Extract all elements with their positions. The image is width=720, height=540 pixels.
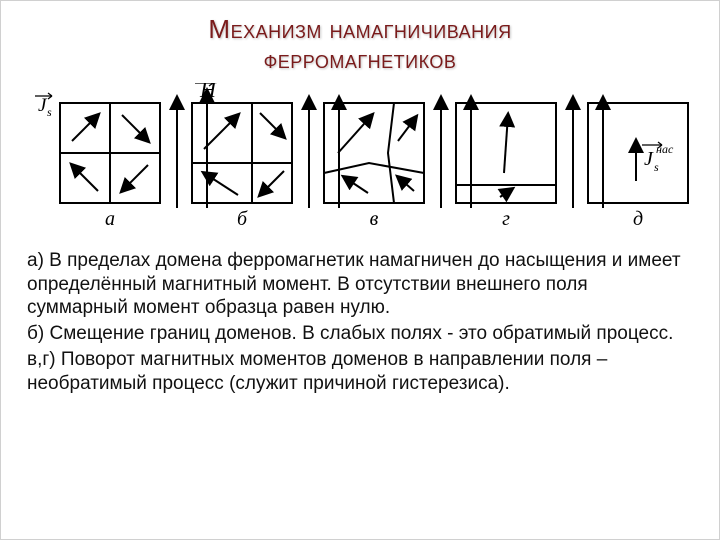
svg-text:s: s bbox=[47, 105, 52, 119]
title-line-2: ферромагнетиков bbox=[264, 44, 457, 74]
magnetization-diagram: H а J s bbox=[20, 83, 700, 243]
title-line-1: Механизм намагничивания bbox=[208, 14, 511, 44]
body-text: а) В пределах домена ферромагнетик намаг… bbox=[1, 249, 719, 396]
paragraph-b: б) Смещение границ доменов. В слабых пол… bbox=[27, 322, 693, 346]
paragraph-a: а) В пределах домена ферромагнетик намаг… bbox=[27, 249, 693, 320]
panel-label-b: б bbox=[237, 208, 248, 230]
panel-label-g: г bbox=[502, 208, 510, 230]
panel-label-d: д bbox=[633, 208, 643, 230]
svg-text:s: s bbox=[654, 160, 659, 174]
paragraph-vg: в,г) Поворот магнитных моментов доменов … bbox=[27, 348, 693, 396]
panel-label-a: а bbox=[105, 208, 115, 230]
svg-text:J: J bbox=[644, 148, 654, 170]
panel-label-v: в bbox=[370, 208, 379, 230]
svg-text:нас: нас bbox=[656, 142, 674, 156]
page-title: Механизм намагничивания ферромагнетиков bbox=[21, 15, 699, 75]
svg-text:H: H bbox=[199, 83, 217, 102]
